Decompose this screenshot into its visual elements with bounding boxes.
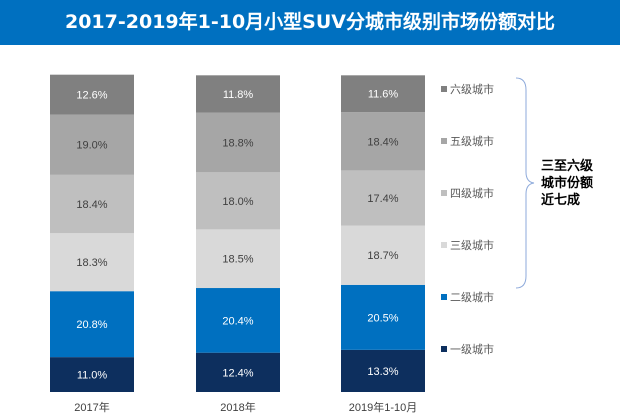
data-label: 13.3% (367, 366, 398, 378)
legend-label: 五级城市 (450, 134, 494, 148)
legend-swatch (441, 138, 447, 144)
bar-segment (341, 75, 425, 113)
bar-segment (196, 229, 280, 289)
legend-label: 三级城市 (450, 238, 494, 252)
annotation-line: 三至六级 (541, 159, 594, 174)
data-label: 11.0% (77, 370, 108, 382)
category-label: 2019年1-10月 (349, 400, 418, 414)
legend-label: 六级城市 (450, 82, 494, 96)
chart-title: 2017-2019年1-10月小型SUV分城市级别市场份额对比 (64, 11, 555, 33)
data-label: 11.8% (223, 89, 254, 101)
data-label: 18.4% (367, 136, 398, 148)
legend-swatch (441, 294, 447, 300)
legend-label: 四级城市 (450, 186, 494, 200)
bar-segment (50, 357, 134, 392)
data-label: 20.4% (222, 315, 253, 327)
legend-swatch (441, 346, 447, 352)
brace (515, 77, 535, 289)
category-label: 2018年 (220, 400, 255, 414)
annotation: 三至六级 城市份额 近七成 (541, 158, 593, 209)
data-label: 18.8% (222, 138, 253, 150)
bar-segment (196, 288, 280, 353)
data-label: 12.4% (222, 367, 253, 379)
bar-segment (196, 75, 280, 113)
legend-label: 二级城市 (450, 290, 494, 304)
bar-segment (341, 112, 425, 171)
bar-segment (341, 170, 425, 226)
title-bar (0, 0, 620, 45)
legend-swatch (441, 190, 447, 196)
data-label: 18.4% (76, 199, 107, 211)
data-label: 20.8% (76, 319, 107, 331)
data-label: 17.4% (367, 193, 398, 205)
data-label: 12.6% (76, 90, 107, 102)
annotation-line: 城市份额 (541, 176, 594, 191)
bar-segment (196, 112, 280, 173)
data-label: 19.0% (76, 140, 107, 152)
bar-segment (50, 74, 134, 115)
bar-segment (341, 225, 425, 285)
data-label: 18.0% (222, 196, 253, 208)
legend-swatch (441, 242, 447, 248)
annotation-line: 近七成 (541, 193, 581, 208)
data-label: 18.7% (367, 250, 398, 262)
data-label: 11.6% (368, 89, 399, 101)
data-label: 18.3% (76, 257, 107, 269)
data-label: 18.5% (222, 254, 253, 266)
bar-segment (50, 114, 134, 175)
bar-segment (196, 172, 280, 230)
legend-label: 一级城市 (450, 342, 494, 356)
category-label: 2017年 (74, 400, 109, 414)
bar-segment (50, 291, 134, 358)
bar-segment (50, 174, 134, 234)
legend-swatch (441, 86, 447, 92)
bar-segment (196, 352, 280, 392)
bar-segment (50, 233, 134, 292)
bar-segment (341, 284, 425, 350)
data-label: 20.5% (367, 312, 398, 324)
bar-segment (341, 349, 425, 392)
